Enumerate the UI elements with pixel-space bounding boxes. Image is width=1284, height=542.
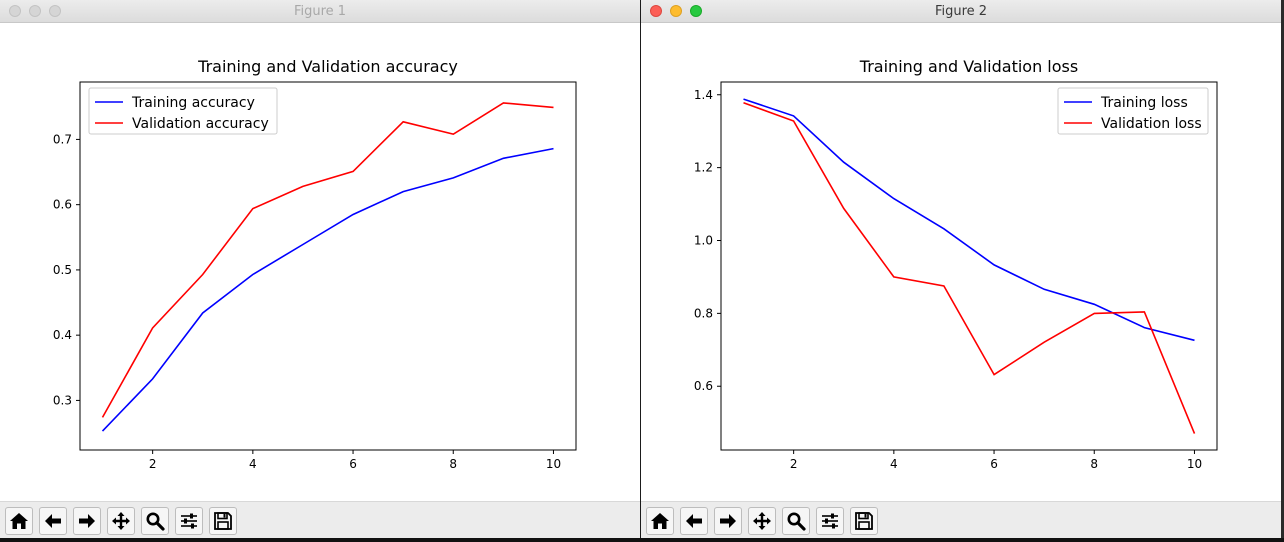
zoom-icon [787, 512, 806, 531]
save-button[interactable] [209, 507, 237, 535]
legend-label: Validation loss [1101, 116, 1202, 132]
move-icon [112, 512, 130, 530]
legend-label: Validation accuracy [132, 116, 269, 132]
sliders-icon [822, 513, 838, 529]
close-button[interactable] [650, 5, 662, 17]
x-tick-label: 8 [449, 457, 457, 471]
forward-button[interactable] [73, 507, 101, 535]
figure-1-window: Figure 1 Training and Validation accurac… [0, 0, 640, 542]
home-icon [651, 513, 669, 529]
background-window-edge [1281, 0, 1284, 542]
home-button[interactable] [5, 507, 33, 535]
arrow-left-icon [686, 514, 702, 528]
x-tick-label: 2 [790, 457, 798, 471]
series-line-validation-loss [743, 102, 1196, 434]
y-tick-label: 0.5 [53, 263, 72, 277]
home-icon [10, 513, 28, 529]
x-tick-label: 6 [990, 457, 998, 471]
pan-button[interactable] [748, 507, 776, 535]
y-tick-label: 0.3 [53, 393, 72, 407]
navigation-toolbar [0, 501, 640, 542]
pan-button[interactable] [107, 507, 135, 535]
y-tick-label: 1.2 [694, 161, 713, 175]
sliders-icon [181, 513, 197, 529]
window-title: Figure 1 [293, 4, 347, 19]
save-icon [214, 512, 232, 530]
zoom-window-button[interactable] [49, 5, 61, 17]
home-button[interactable] [646, 507, 674, 535]
chart-title: Training and Validation loss [859, 57, 1078, 76]
zoom-button[interactable] [141, 507, 169, 535]
y-tick-label: 1.4 [694, 88, 713, 102]
legend-label: Training loss [1100, 95, 1188, 111]
x-tick-label: 4 [890, 457, 898, 471]
loss-chart[interactable]: Training and Validation loss 2 4 6 8 10 0.6 0.8… [641, 23, 1281, 502]
back-button[interactable] [39, 507, 67, 535]
series-line-training-loss [743, 98, 1195, 342]
move-icon [753, 512, 771, 530]
y-tick-label: 0.8 [694, 306, 713, 320]
terminal-background [0, 538, 1284, 542]
window-title: Figure 2 [934, 4, 988, 19]
x-tick-label: 6 [349, 457, 357, 471]
x-tick-label: 10 [1187, 457, 1202, 471]
arrow-right-icon [79, 514, 95, 528]
series-line-training-accuracy [101, 147, 554, 432]
x-tick-label: 8 [1090, 457, 1098, 471]
y-tick-label: 1.0 [694, 233, 713, 247]
title-bar[interactable]: Figure 2 [641, 0, 1281, 23]
arrow-left-icon [45, 514, 61, 528]
series-line-validation-accuracy [101, 102, 554, 418]
x-tick-label: 2 [149, 457, 157, 471]
back-button[interactable] [680, 507, 708, 535]
configure-subplots-button[interactable] [175, 507, 203, 535]
save-button[interactable] [850, 507, 878, 535]
legend [1057, 87, 1209, 135]
x-tick-label: 4 [249, 457, 257, 471]
plot-area [720, 81, 1218, 451]
y-tick-label: 0.7 [53, 132, 72, 146]
forward-button[interactable] [714, 507, 742, 535]
configure-subplots-button[interactable] [816, 507, 844, 535]
save-icon [855, 512, 873, 530]
close-button[interactable] [9, 5, 21, 17]
arrow-right-icon [720, 514, 736, 528]
y-tick-label: 0.6 [694, 379, 713, 393]
minimize-button[interactable] [29, 5, 41, 17]
x-tick-label: 10 [546, 457, 561, 471]
accuracy-chart[interactable]: Training and Validation accuracy 2 4 6 8 10 0.… [0, 23, 640, 502]
zoom-button[interactable] [782, 507, 810, 535]
chart-title: Training and Validation accuracy [197, 57, 458, 76]
legend-label: Training accuracy [131, 95, 255, 111]
title-bar[interactable]: Figure 1 [0, 0, 640, 23]
y-tick-label: 0.4 [53, 328, 72, 342]
zoom-icon [146, 512, 165, 531]
minimize-button[interactable] [670, 5, 682, 17]
figure-2-window: Figure 2 Training and Validation loss 2 4 6… [641, 0, 1281, 542]
plot-area [79, 81, 577, 451]
zoom-window-button[interactable] [690, 5, 702, 17]
legend [88, 87, 278, 135]
navigation-toolbar [641, 501, 1281, 542]
y-tick-label: 0.6 [53, 198, 72, 212]
